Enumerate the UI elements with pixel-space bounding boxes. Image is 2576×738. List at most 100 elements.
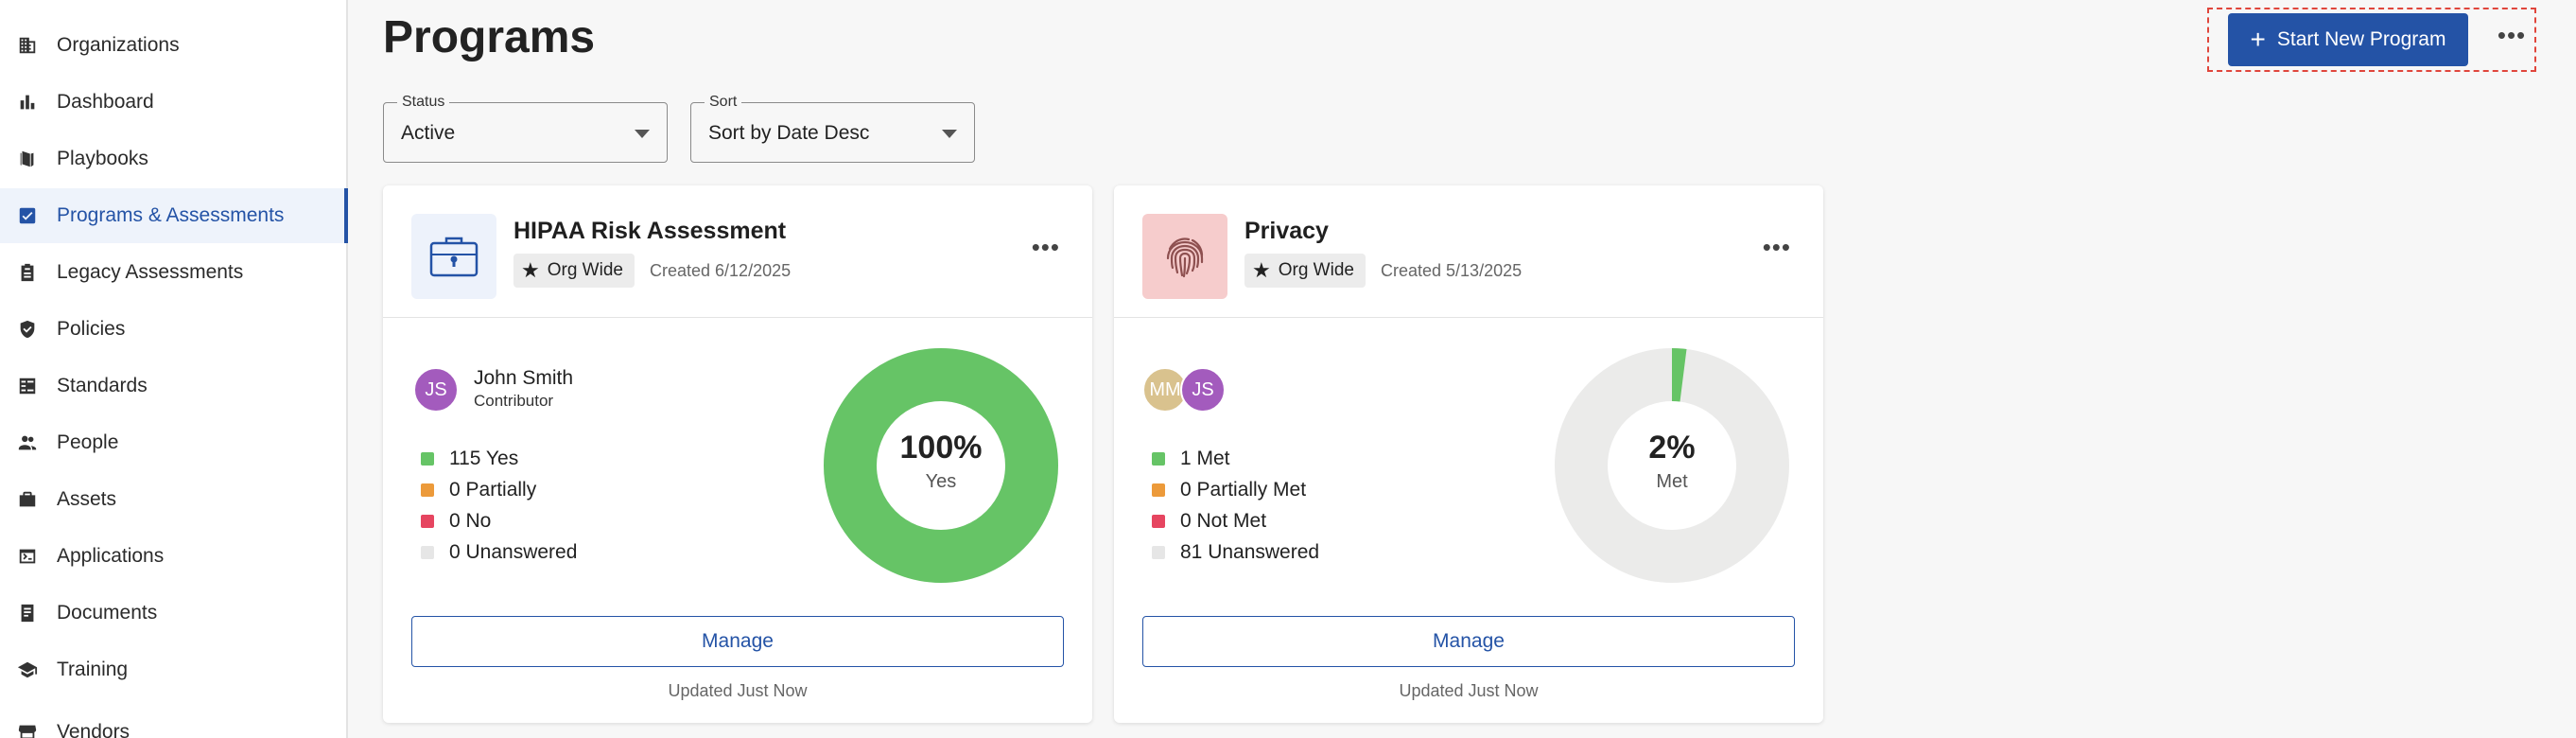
status-select-value: Active [401,122,456,144]
legend-label: 0 Partially [449,478,537,501]
sidebar-item-applications[interactable]: Applications [0,529,348,584]
legend-item: 1 Met [1152,443,1319,474]
sidebar-item-legacy-assessments[interactable]: Legacy Assessments [0,245,348,300]
briefcase-lock-icon [411,214,496,299]
legend-label: 0 Unanswered [449,540,578,563]
sort-select-value: Sort by Date Desc [708,122,870,144]
sidebar-item-playbooks[interactable]: Playbooks [0,132,348,186]
sidebar-item-assets[interactable]: Assets [0,472,348,527]
legend-label: 0 No [449,509,492,532]
book-icon [17,149,38,169]
sidebar-item-label: Policies [57,318,126,340]
sort-select-label: Sort [705,94,742,111]
sidebar-item-dashboard[interactable]: Dashboard [0,75,348,130]
avatar: JS [413,367,459,413]
legend-swatch [421,514,434,528]
legend-swatch [421,451,434,466]
legend-swatch [1152,514,1165,528]
plus-icon: + [2250,25,2266,54]
caret-down-icon [635,130,650,138]
more-options-icon[interactable]: ••• [2497,20,2527,49]
sort-select[interactable]: Sort Sort by Date Desc [690,94,975,163]
status-select-label: Status [397,94,450,111]
progress-donut: 2% Met [1549,343,1795,589]
sidebar-item-people[interactable]: People [0,415,348,470]
card-title[interactable]: HIPAA Risk Assessment [513,218,787,244]
document-icon [17,603,38,624]
program-card-privacy: Privacy ★ Org Wide Created 5/13/2025 •••… [1114,185,1823,723]
person-role: Contributor [474,392,554,410]
donut-percent: 100% [899,430,983,466]
legend-item: 0 Partially [421,474,577,505]
shield-check-icon [17,319,38,340]
sidebar-item-label: Legacy Assessments [57,261,244,283]
bar-chart-icon [17,92,38,113]
legend-swatch [421,483,434,497]
donut-chart [1555,348,1789,583]
donut-label: Met [1656,471,1688,492]
sidebar-item-standards[interactable]: Standards [0,359,348,413]
progress-donut: 100% Yes [818,343,1064,589]
star-icon: ★ [521,258,540,282]
answer-legend: 115 Yes 0 Partially 0 No 0 Unanswered [421,443,577,568]
sidebar-item-label: Documents [57,602,158,624]
legend-label: 1 Met [1180,447,1230,469]
store-icon [17,722,38,738]
org-wide-label: Org Wide [1278,260,1354,280]
fingerprint-icon [1142,214,1227,299]
legend-label: 115 Yes [449,447,519,469]
checkbox-icon [17,205,38,226]
legend-item: 0 Partially Met [1152,474,1319,505]
card-header: HIPAA Risk Assessment ★ Org Wide Created… [383,185,1092,318]
sidebar-item-label: Standards [57,375,148,396]
sidebar-item-label: Playbooks [57,148,148,169]
created-date: Created 5/13/2025 [1381,261,1523,280]
avatar: JS [1180,367,1226,413]
legend-item: 81 Unanswered [1152,536,1319,568]
legend-swatch [1152,483,1165,497]
sidebar-item-vendors[interactable]: Vendors [0,705,348,738]
manage-button[interactable]: Manage [1142,616,1795,667]
legend-swatch [1152,451,1165,466]
sidebar-item-training[interactable]: Training [0,642,348,697]
sidebar-item-policies[interactable]: Policies [0,302,348,357]
briefcase-icon [17,489,38,510]
avatar: MM [1142,367,1188,413]
graduation-cap-icon [17,659,38,680]
donut-label: Yes [925,471,957,492]
card-title[interactable]: Privacy [1244,218,1329,244]
donut-fill [1555,348,1789,583]
donut-chart [824,348,1058,583]
legend-item: 0 No [421,505,577,536]
status-select[interactable]: Status Active [383,94,668,163]
card-more-icon[interactable]: ••• [1762,233,1791,261]
terminal-window-icon [17,546,38,567]
legend-swatch [1152,545,1165,559]
legend-item: 0 Not Met [1152,505,1319,536]
org-wide-label: Org Wide [547,260,623,280]
updated-text: Updated Just Now [668,681,808,700]
sidebar-item-organizations[interactable]: Organizations [0,18,348,73]
legend-label: 81 Unanswered [1180,540,1320,563]
caret-down-icon [942,130,957,138]
card-more-icon[interactable]: ••• [1031,233,1060,261]
person-name: John Smith [474,367,574,389]
people-icon [17,432,38,453]
donut-fill [824,348,1058,583]
sidebar-item-documents[interactable]: Documents [0,586,348,641]
legend-label: 0 Partially Met [1180,478,1307,501]
sidebar-item-label: Training [57,659,129,680]
sidebar: Organizations Dashboard Playbooks Progra… [0,0,348,738]
org-wide-badge: ★ Org Wide [1244,254,1366,288]
sidebar-item-programs-assessments[interactable]: Programs & Assessments [0,188,348,243]
clipboard-icon [17,262,38,283]
page-title: Programs [383,12,596,62]
answer-legend: 1 Met 0 Partially Met 0 Not Met 81 Unans… [1152,443,1319,568]
card-header: Privacy ★ Org Wide Created 5/13/2025 ••• [1114,185,1823,318]
start-new-program-button[interactable]: + Start New Program [2228,13,2468,66]
sidebar-item-label: People [57,431,119,453]
manage-button[interactable]: Manage [411,616,1064,667]
org-wide-badge: ★ Org Wide [513,254,635,288]
updated-text: Updated Just Now [1399,681,1539,700]
star-icon: ★ [1252,258,1271,282]
